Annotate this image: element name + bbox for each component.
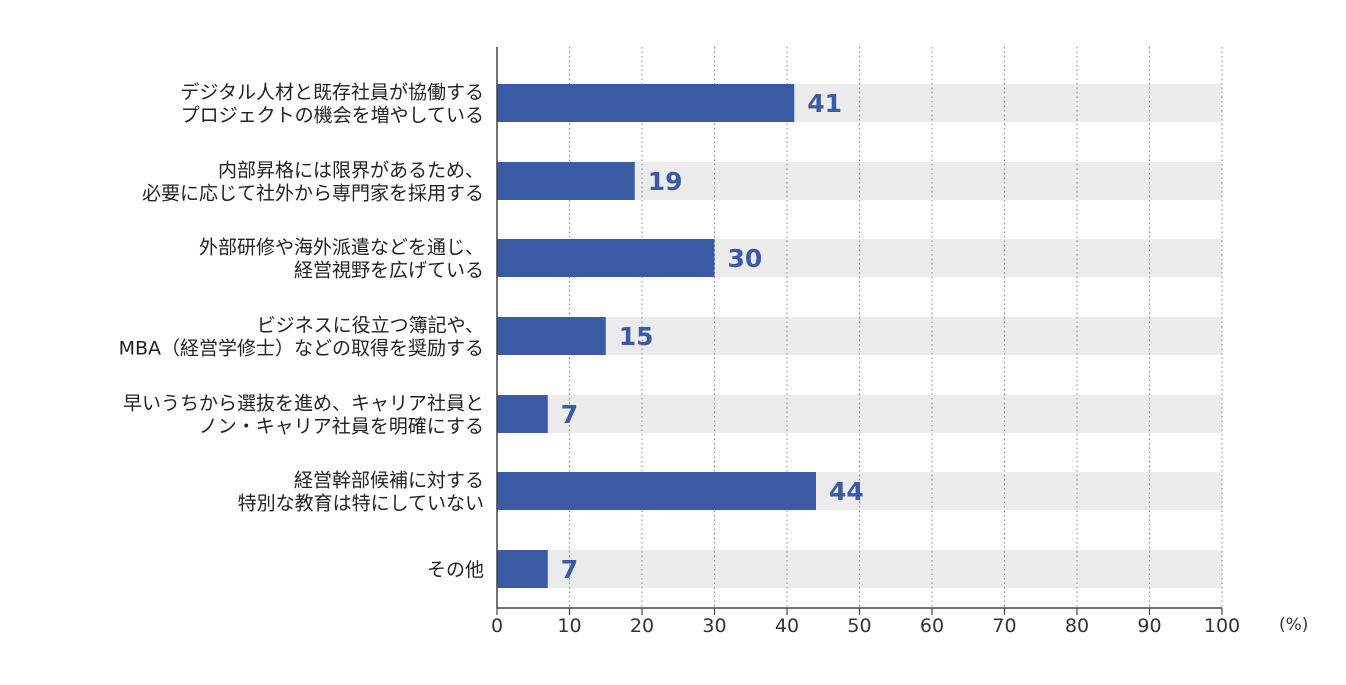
category-label: 早いうちから選抜を進め、キャリア社員と: [123, 393, 484, 415]
category-label: その他: [427, 559, 484, 581]
category-label: MBA（経営学修士）などの取得を奨励する: [119, 338, 484, 360]
bar: [497, 395, 548, 433]
x-tick-label: 90: [1137, 615, 1161, 637]
x-tick-label: 40: [775, 615, 799, 637]
x-tick-label: 70: [992, 615, 1016, 637]
x-tick-label: 100: [1204, 615, 1240, 637]
x-tick-label: 60: [920, 615, 944, 637]
value-label: 44: [829, 477, 864, 506]
x-tick-label: 80: [1065, 615, 1089, 637]
bars: [497, 84, 816, 588]
category-label: ノン・キャリア社員を明確にする: [199, 416, 484, 438]
value-label: 41: [807, 89, 842, 118]
category-label: 経営幹部候補に対する: [294, 470, 484, 492]
value-label: 7: [561, 400, 578, 429]
value-labels: 41 19 30 15 7 44 7: [561, 89, 864, 584]
bar-tracks: [497, 84, 1222, 588]
category-labels: デジタル人材と既存社員が協働するプロジェクトの機会を増やしている内部昇格には限界…: [119, 82, 484, 582]
bar: [497, 472, 816, 510]
category-label: ビジネスに役立つ簿記や、: [257, 315, 484, 337]
value-label: 30: [728, 244, 763, 273]
category-label: 必要に応じて社外から専門家を採用する: [142, 183, 484, 205]
unit-label: (%): [1279, 615, 1308, 635]
category-label: 特別な教育は特にしていない: [238, 493, 484, 515]
x-tick-label: 50: [847, 615, 871, 637]
category-label: プロジェクトの機会を増やしている: [181, 105, 484, 127]
category-label: デジタル人材と既存社員が協働する: [180, 82, 484, 104]
value-label: 19: [648, 167, 683, 196]
x-tick-labels: 0 10 20 30 40 50 60 70 80 90 100: [491, 615, 1240, 637]
bar: [497, 239, 715, 277]
x-tick-label: 30: [702, 615, 726, 637]
bar-track: [497, 395, 1222, 433]
category-label: 経営視野を広げている: [294, 260, 484, 282]
value-label: 15: [619, 322, 654, 351]
value-label: 7: [561, 555, 578, 584]
bar: [497, 550, 548, 588]
x-tick-label: 10: [557, 615, 581, 637]
category-label: 内部昇格には限界があるため、: [218, 160, 484, 182]
category-label: 外部研修や海外派遣などを通じ、: [199, 237, 484, 259]
axes: [496, 47, 1223, 615]
bar: [497, 317, 606, 355]
x-tick-label: 20: [630, 615, 654, 637]
bar: [497, 162, 635, 200]
bar: [497, 84, 795, 122]
x-tick-label: 0: [491, 615, 503, 637]
